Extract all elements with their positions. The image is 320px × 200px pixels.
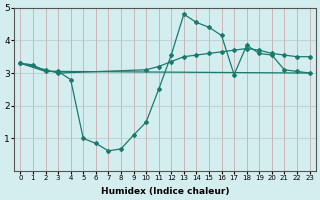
X-axis label: Humidex (Indice chaleur): Humidex (Indice chaleur) <box>101 187 229 196</box>
